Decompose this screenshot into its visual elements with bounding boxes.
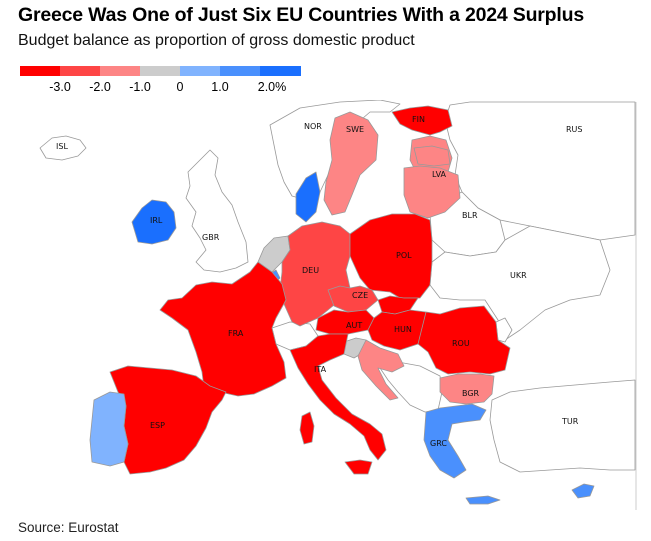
label-cze: CZE bbox=[352, 291, 368, 300]
country-grc-crete bbox=[466, 496, 500, 504]
label-ita: ITA bbox=[314, 365, 327, 374]
legend-swatch-6 bbox=[220, 66, 260, 76]
source-note: Source: Eurostat bbox=[18, 520, 119, 535]
legend-swatch-1 bbox=[20, 66, 60, 76]
legend-swatch-3 bbox=[100, 66, 140, 76]
country-ita-sicily bbox=[345, 460, 372, 474]
legend-tick-2: -2.0 bbox=[89, 80, 111, 94]
legend-tick-3: -1.0 bbox=[129, 80, 151, 94]
legend-tick-5: 1.0 bbox=[211, 80, 228, 94]
country-prt bbox=[90, 392, 128, 466]
legend-swatch-2 bbox=[60, 66, 100, 76]
label-gbr: GBR bbox=[202, 233, 220, 242]
legend-swatch-7 bbox=[260, 66, 301, 76]
legend-swatch-5 bbox=[180, 66, 220, 76]
label-fra: FRA bbox=[228, 329, 244, 338]
country-pol bbox=[350, 214, 432, 298]
country-cyp bbox=[572, 484, 594, 498]
country-gbr bbox=[186, 150, 248, 272]
label-pol: POL bbox=[396, 251, 412, 260]
label-tur: TUR bbox=[561, 417, 579, 426]
legend-swatch-4 bbox=[140, 66, 180, 76]
label-lva: LVA bbox=[432, 170, 447, 179]
label-isl: ISL bbox=[56, 142, 68, 151]
legend-tick-6: 2.0% bbox=[258, 80, 287, 94]
country-aut bbox=[316, 310, 374, 334]
label-aut: AUT bbox=[346, 321, 362, 330]
label-deu: DEU bbox=[302, 266, 319, 275]
legend-tick-4: 0 bbox=[177, 80, 184, 94]
label-esp: ESP bbox=[150, 421, 165, 430]
country-tur bbox=[490, 380, 635, 472]
label-bgr: BGR bbox=[462, 389, 480, 398]
label-nor: NOR bbox=[304, 122, 322, 131]
label-rus: RUS bbox=[566, 125, 583, 134]
color-legend: -3.0 -2.0 -1.0 0 1.0 2.0% bbox=[20, 66, 301, 96]
label-blr: BLR bbox=[462, 211, 478, 220]
chart-title: Greece Was One of Just Six EU Countries … bbox=[18, 4, 584, 27]
chart-subtitle: Budget balance as proportion of gross do… bbox=[18, 32, 415, 50]
label-swe: SWE bbox=[346, 125, 364, 134]
country-ita-sardinia bbox=[300, 412, 314, 444]
label-irl: IRL bbox=[150, 216, 163, 225]
label-rou: ROU bbox=[452, 339, 470, 348]
europe-map: NOR SWE FIN RUS ISL LVA IRL GBR BLR DEU … bbox=[0, 100, 651, 512]
label-fin: FIN bbox=[412, 115, 425, 124]
label-hun: HUN bbox=[394, 325, 412, 334]
legend-tick-1: -3.0 bbox=[49, 80, 71, 94]
country-est bbox=[414, 146, 450, 166]
label-grc: GRC bbox=[430, 439, 447, 448]
label-ukr: UKR bbox=[510, 271, 527, 280]
